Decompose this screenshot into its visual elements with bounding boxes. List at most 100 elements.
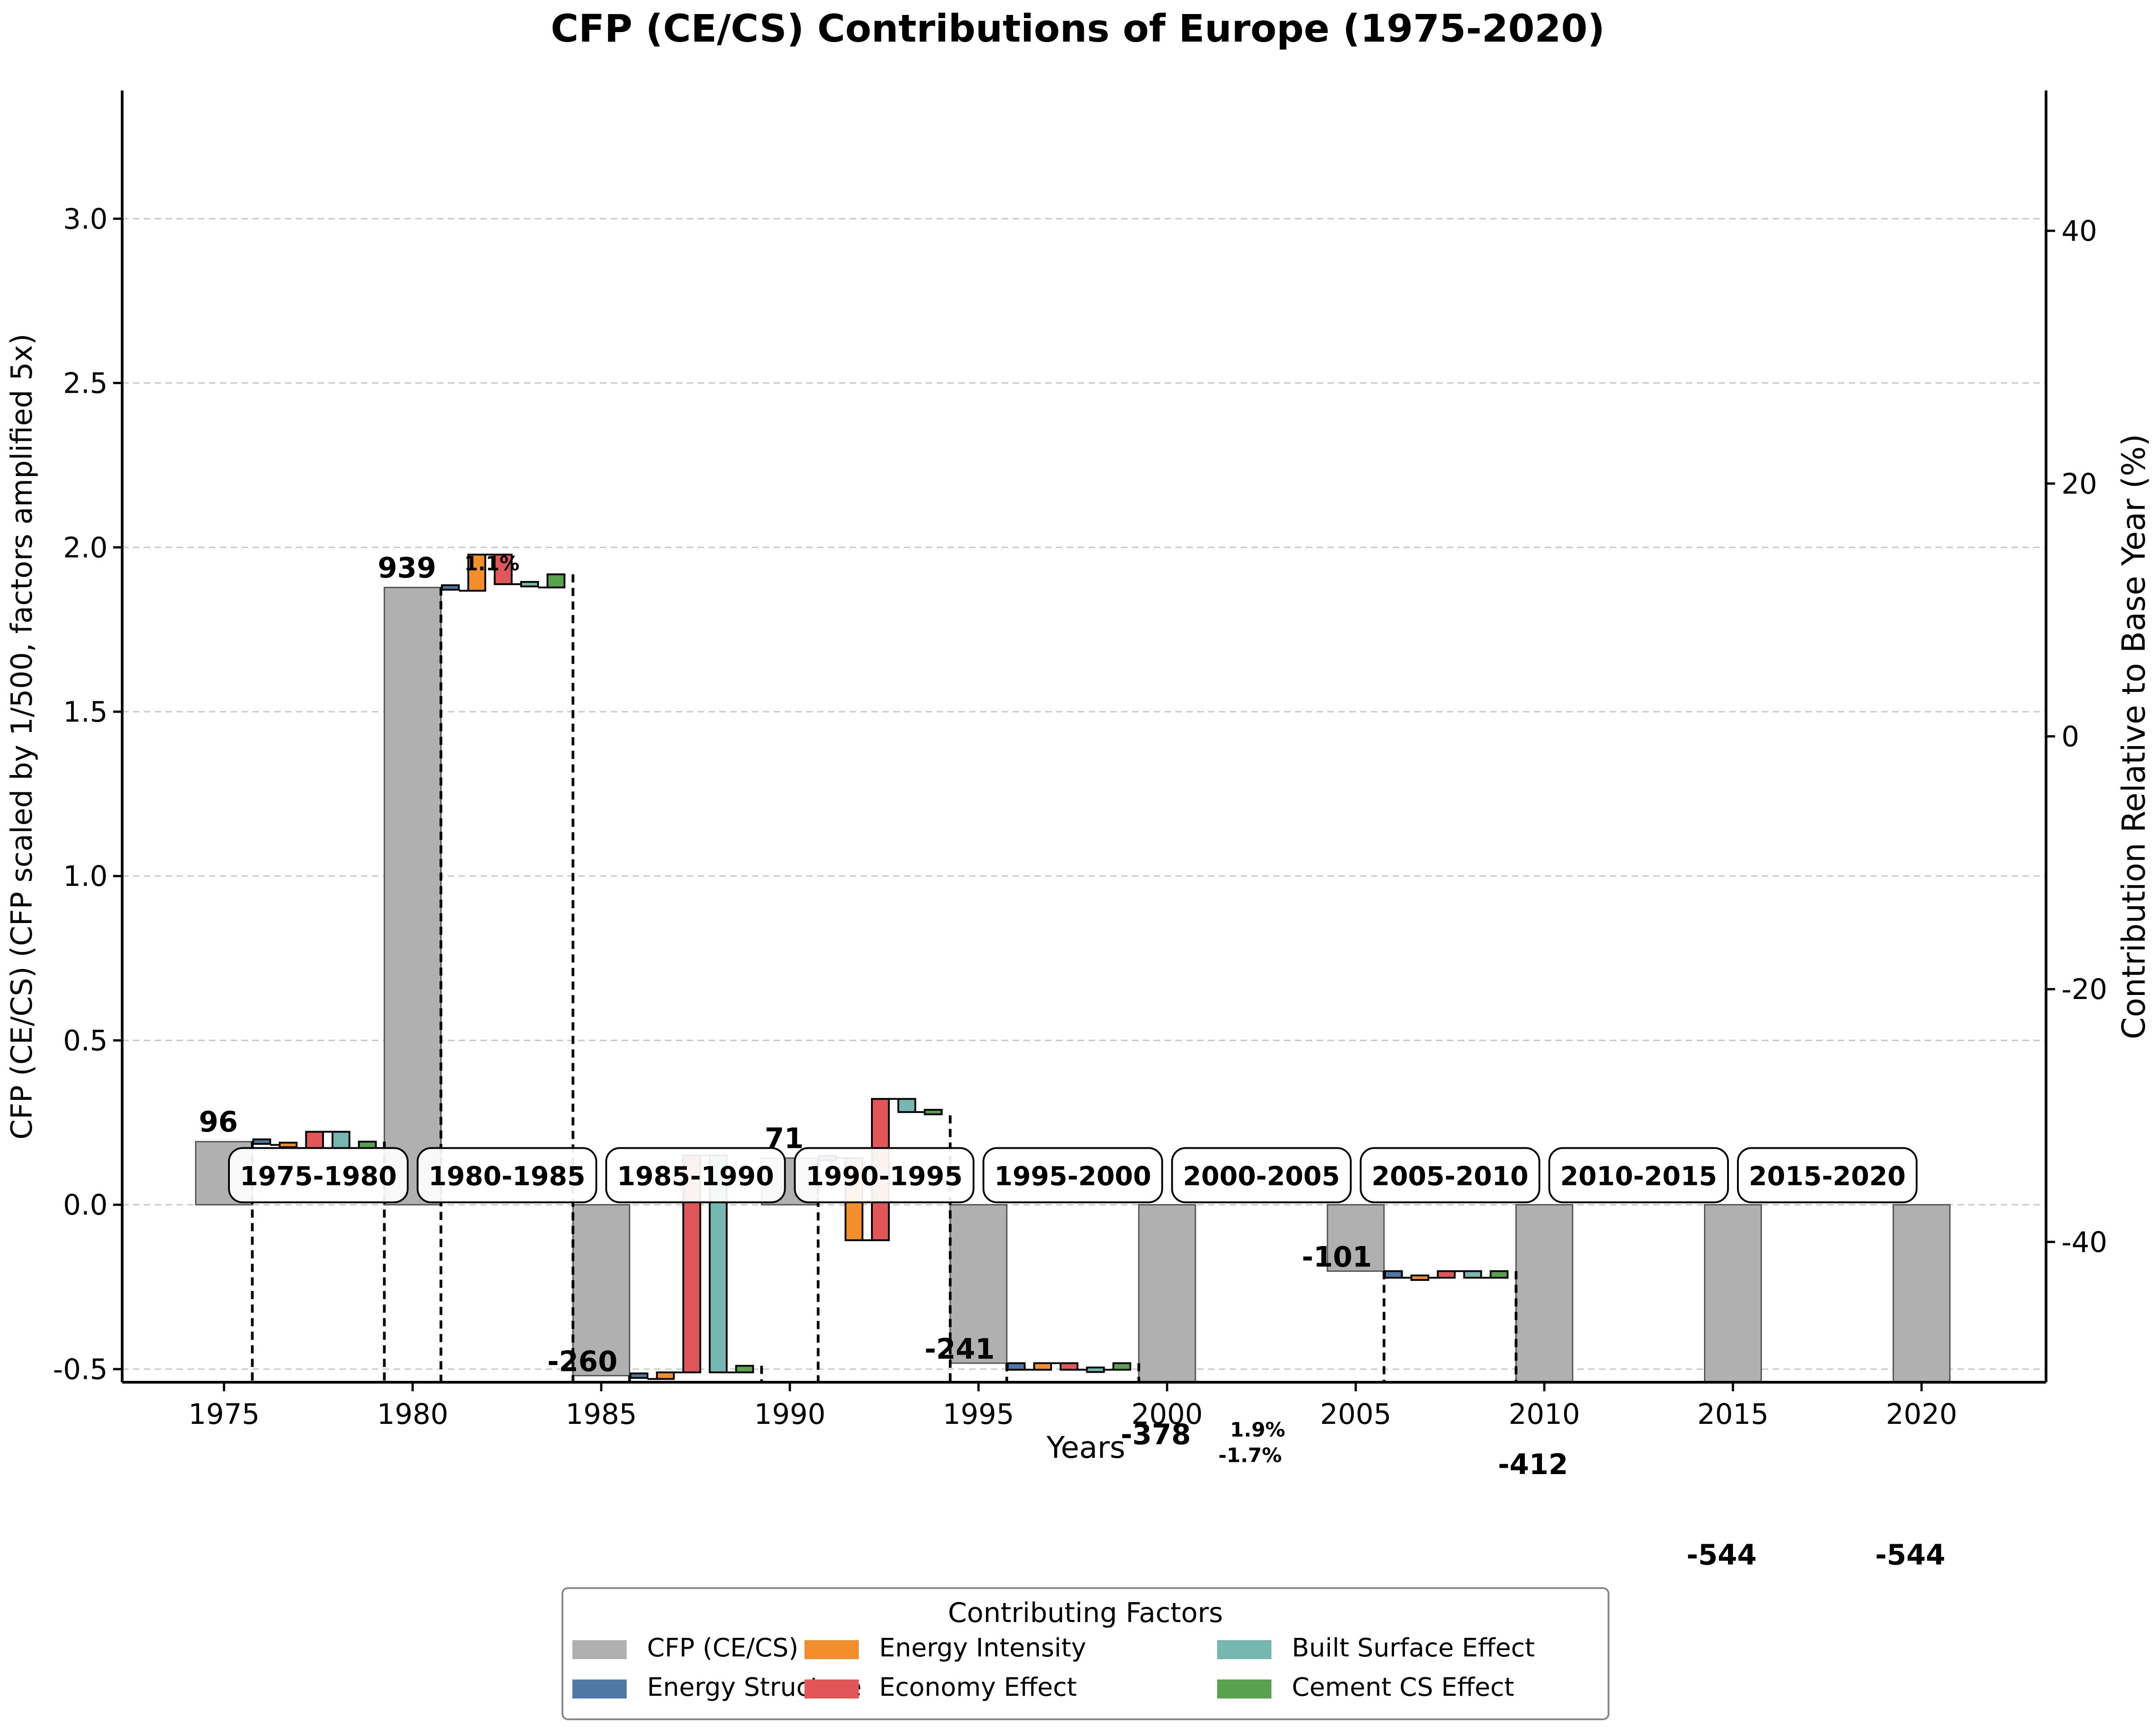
factor-bar [331,1131,351,1149]
factor-bar [305,1131,324,1149]
legend-label: Economy Effect [879,1673,1077,1702]
factor-bar [1112,1362,1132,1371]
factor-bar [520,581,539,588]
y-ticks-left: -0.5 0.0 0.5 1.0 1.5 2.0 2.5 3.0 [53,202,122,1386]
cfp-bar [1327,1204,1385,1272]
x-tick-label: 2015 [1697,1398,1769,1431]
legend: Contributing Factors CFP (CE/CS)Energy S… [562,1587,1609,1720]
period-label-box [794,1147,975,1204]
x-tick-label: 2000 [1132,1398,1203,1431]
percent-annotations: 1.1% 1.9%-1.7% [464,552,1285,1467]
cfp-value-label: -260 [547,1345,618,1378]
factor-bar [441,584,460,591]
y-tick-label: 2.0 [63,531,108,564]
factor-bar [923,1109,943,1115]
cfp-value-labels: 96 939 -260 71 -241 -378 -101 -412 -544 -544 [199,551,1945,1571]
cfp-bar [1704,1204,1762,1383]
cfp-bars [195,586,1951,1383]
legend-swatch [1217,1640,1271,1659]
x-tick-label: 2005 [1320,1398,1391,1431]
cfp-value-label: 71 [765,1122,804,1155]
legend-label: Cement CS Effect [1292,1673,1514,1702]
factor-bar [547,573,566,589]
period-label-box [228,1147,409,1204]
cfp-bar [1515,1204,1574,1383]
y-tick-label: -0.5 [53,1353,108,1386]
y-tick-label: 1.0 [63,860,108,893]
y-ticks-right: -40 -20 0 20 40 [2046,214,2107,1259]
cfp-value-label: -544 [1686,1538,1756,1571]
factor-bar [1463,1270,1482,1279]
cfp-value-label: 939 [378,551,436,584]
period-label-box [982,1147,1163,1204]
chart-title: CFP (CE/CS) Contributions of Europe (197… [551,6,1605,51]
cfp-value-label: -101 [1302,1240,1372,1273]
factor-bar [897,1098,916,1113]
legend-swatch [1217,1679,1271,1698]
gridlines [122,218,2046,1370]
legend-swatch [804,1640,859,1659]
period-label: 2010-2015 [1560,1161,1717,1191]
x-tick-label: 1975 [188,1398,260,1431]
legend-swatch [572,1640,627,1659]
period-label: 1995-2000 [995,1161,1152,1191]
period-label: 1975-1980 [240,1161,397,1191]
legend-label: Built Surface Effect [1292,1633,1535,1663]
period-label: 1985-1990 [617,1161,774,1191]
factor-bar [1384,1270,1403,1279]
y2-tick-label: 0 [2061,720,2079,753]
period-label-box [1548,1147,1729,1204]
period-label-box [416,1147,597,1204]
cfp-bar [1138,1204,1196,1383]
percent-annotation: -1.7% [1218,1444,1282,1467]
factor-bar [1086,1366,1105,1373]
factor-bar [1410,1274,1429,1281]
y-axis-label-right: Contribution Relative to Base Year (%) [2115,434,2152,1039]
period-label: 2015-2020 [1749,1161,1906,1191]
period-label-box [1737,1147,1918,1204]
x-ticks: 1975 1980 1985 1990 1995 2000 2005 2010 2015 2020 [188,1382,1957,1431]
factor-bar [1059,1362,1079,1371]
y2-tick-label: -20 [2061,973,2107,1006]
factor-bar [656,1371,675,1380]
cfp-bar [383,586,442,1206]
period-label: 2000-2005 [1183,1161,1340,1191]
period-label-box [605,1147,786,1204]
cfp-value-label: -241 [924,1332,995,1365]
legend-label: CFP (CE/CS) [647,1633,799,1663]
y-axis-label-left: CFP (CE/CS) (CFP scaled by 1/500, factor… [5,333,39,1139]
y-tick-label: 1.5 [63,695,108,728]
y2-tick-label: -40 [2061,1226,2107,1259]
period-label: 1990-1995 [806,1161,963,1191]
factor-bar [1437,1270,1456,1279]
x-tick-label: 1980 [377,1398,448,1431]
x-tick-label: 1990 [754,1398,826,1431]
cfp-bar [949,1204,1008,1364]
x-tick-label: 2020 [1886,1398,1957,1431]
factor-bar [629,1372,648,1379]
legend-title: Contributing Factors [948,1597,1223,1629]
x-axis-label: Years [1046,1430,1125,1465]
period-labels: 1975-1980 1980-1985 1985-1990 1990-1995 1995… [228,1147,1918,1204]
x-tick-label: 1985 [566,1398,637,1431]
y-tick-label: 3.0 [63,202,108,235]
period-label: 1980-1985 [428,1161,585,1191]
cfp-value-label: 96 [199,1105,238,1138]
cfp-value-label: -412 [1498,1448,1568,1481]
y-tick-label: 0.5 [63,1024,108,1057]
factor-bar [467,553,486,592]
cfp-bar [1892,1204,1951,1383]
factor-bar [279,1142,298,1148]
factor-bar [735,1365,754,1374]
factor-bar [494,553,513,585]
legend-swatch [572,1679,627,1698]
percent-annotation: 1.1% [464,552,519,576]
cfp-value-label: -378 [1121,1418,1191,1451]
y2-tick-label: 40 [2061,214,2097,247]
cfp-bar [572,1204,630,1376]
factor-bar [1490,1270,1509,1279]
factor-bar [252,1138,271,1145]
y-tick-label: 0.0 [63,1189,108,1222]
y2-tick-label: 20 [2061,467,2097,500]
